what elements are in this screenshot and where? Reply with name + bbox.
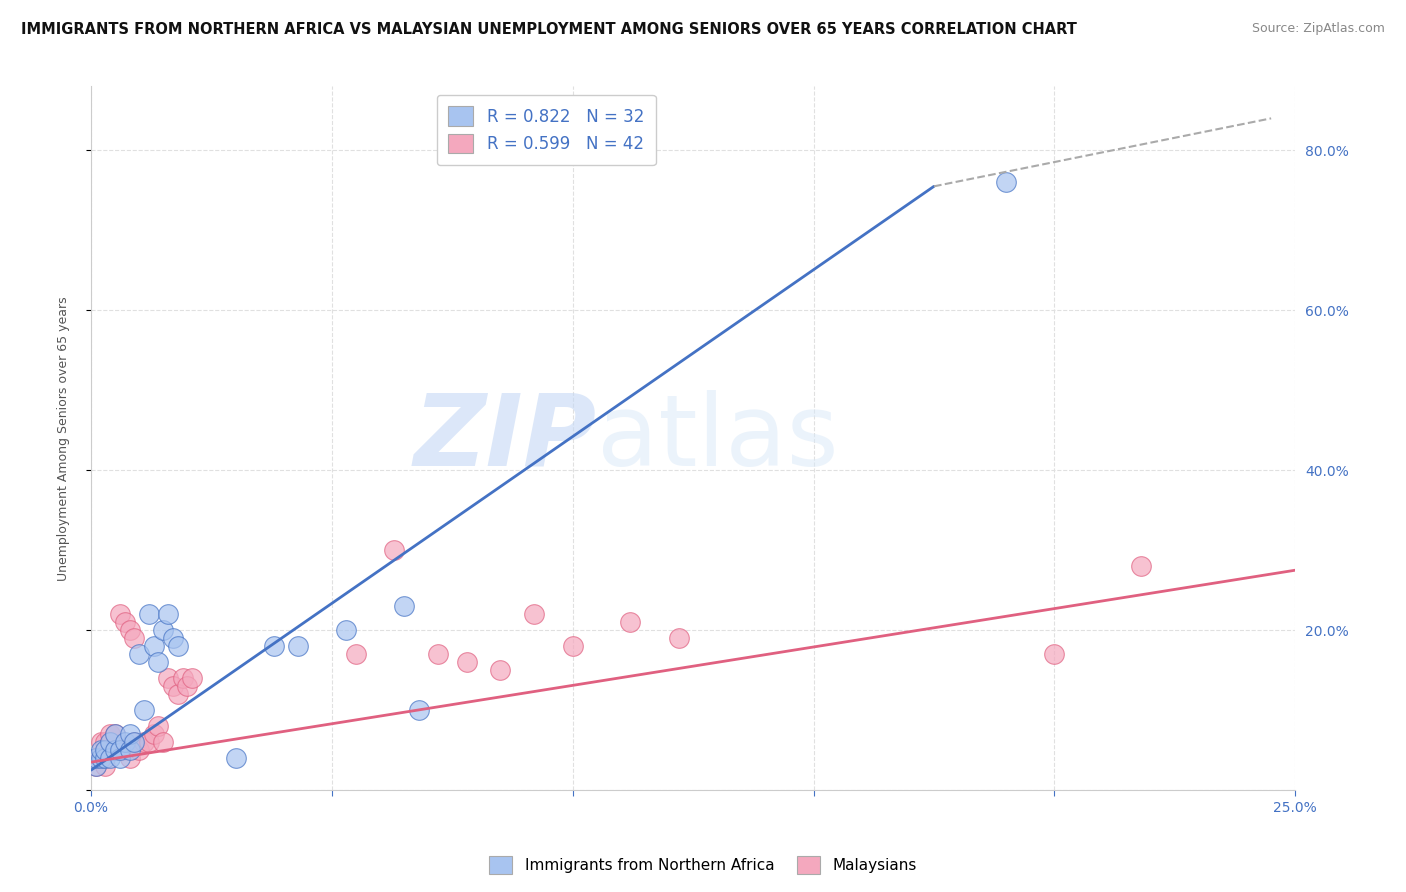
Point	[104, 727, 127, 741]
Point	[132, 735, 155, 749]
Text: atlas: atlas	[596, 390, 838, 487]
Y-axis label: Unemployment Among Seniors over 65 years: Unemployment Among Seniors over 65 years	[58, 296, 70, 581]
Point	[108, 607, 131, 622]
Point	[114, 735, 136, 749]
Point	[138, 735, 160, 749]
Point	[98, 727, 121, 741]
Point	[263, 639, 285, 653]
Point	[335, 623, 357, 637]
Point	[157, 607, 180, 622]
Point	[84, 751, 107, 765]
Point	[668, 631, 690, 645]
Point	[132, 703, 155, 717]
Point	[619, 615, 641, 630]
Point	[456, 655, 478, 669]
Legend: R = 0.822   N = 32, R = 0.599   N = 42: R = 0.822 N = 32, R = 0.599 N = 42	[436, 95, 655, 165]
Point	[561, 639, 583, 653]
Point	[90, 743, 112, 757]
Point	[104, 743, 127, 757]
Point	[142, 639, 165, 653]
Point	[98, 751, 121, 765]
Point	[148, 655, 170, 669]
Point	[162, 679, 184, 693]
Point	[225, 751, 247, 765]
Point	[114, 743, 136, 757]
Point	[384, 543, 406, 558]
Point	[84, 759, 107, 773]
Point	[162, 631, 184, 645]
Point	[98, 735, 121, 749]
Point	[90, 735, 112, 749]
Point	[489, 663, 512, 677]
Text: IMMIGRANTS FROM NORTHERN AFRICA VS MALAYSIAN UNEMPLOYMENT AMONG SENIORS OVER 65 : IMMIGRANTS FROM NORTHERN AFRICA VS MALAY…	[21, 22, 1077, 37]
Point	[152, 623, 174, 637]
Point	[84, 759, 107, 773]
Point	[287, 639, 309, 653]
Point	[90, 751, 112, 765]
Point	[157, 671, 180, 685]
Point	[118, 743, 141, 757]
Point	[94, 735, 117, 749]
Point	[124, 631, 146, 645]
Point	[426, 647, 449, 661]
Point	[152, 735, 174, 749]
Point	[128, 647, 150, 661]
Point	[1130, 559, 1153, 574]
Point	[118, 623, 141, 637]
Point	[108, 751, 131, 765]
Point	[90, 751, 112, 765]
Point	[114, 615, 136, 630]
Point	[523, 607, 546, 622]
Point	[94, 751, 117, 765]
Point	[128, 743, 150, 757]
Point	[94, 743, 117, 757]
Point	[118, 751, 141, 765]
Point	[94, 759, 117, 773]
Point	[408, 703, 430, 717]
Point	[84, 751, 107, 765]
Point	[108, 743, 131, 757]
Point	[166, 639, 188, 653]
Point	[995, 175, 1018, 189]
Point	[172, 671, 194, 685]
Legend: Immigrants from Northern Africa, Malaysians: Immigrants from Northern Africa, Malaysi…	[484, 850, 922, 880]
Point	[1043, 647, 1066, 661]
Point	[166, 687, 188, 701]
Point	[108, 743, 131, 757]
Point	[98, 735, 121, 749]
Point	[142, 727, 165, 741]
Point	[118, 727, 141, 741]
Point	[104, 727, 127, 741]
Text: ZIP: ZIP	[413, 390, 596, 487]
Text: Source: ZipAtlas.com: Source: ZipAtlas.com	[1251, 22, 1385, 36]
Point	[94, 743, 117, 757]
Point	[138, 607, 160, 622]
Point	[176, 679, 198, 693]
Point	[104, 743, 127, 757]
Point	[148, 719, 170, 733]
Point	[124, 735, 146, 749]
Point	[181, 671, 204, 685]
Point	[392, 599, 415, 614]
Point	[344, 647, 367, 661]
Point	[124, 735, 146, 749]
